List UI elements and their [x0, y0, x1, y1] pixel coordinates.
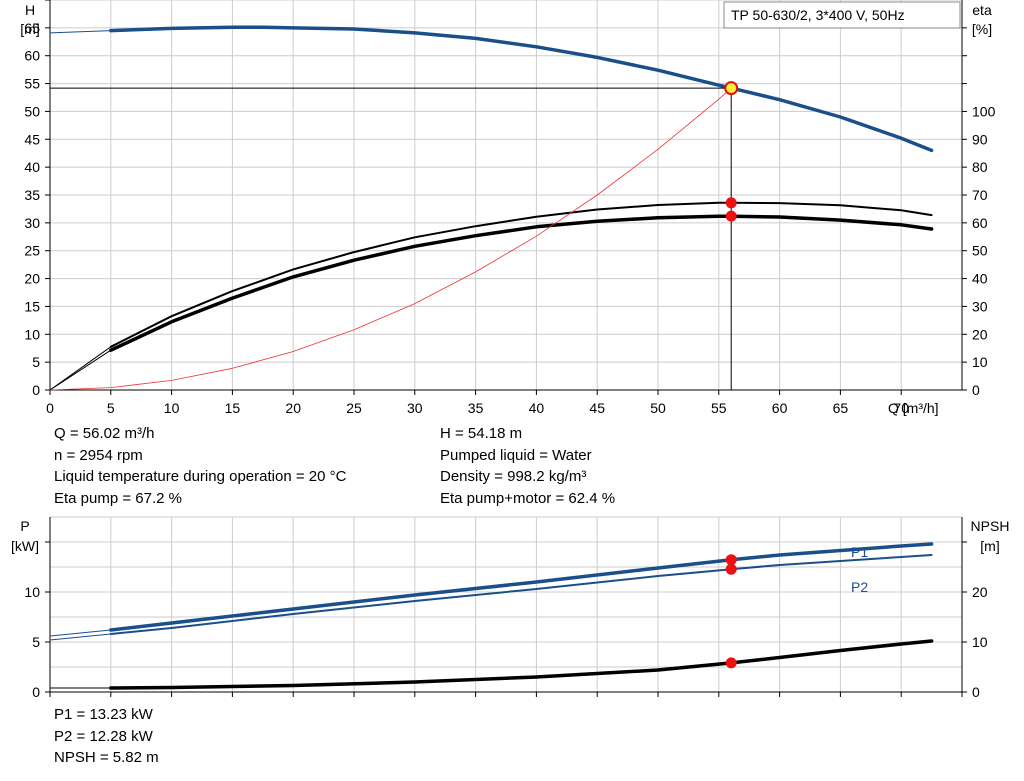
y-right-tick-label: 10 — [972, 354, 988, 370]
top-info-left: Q = 56.02 m³/h n = 2954 rpm Liquid tempe… — [54, 423, 346, 509]
info-q: Q = 56.02 m³/h — [54, 425, 155, 442]
x-tick-label: 65 — [833, 400, 849, 416]
y-left-axis-unit: [m] — [20, 21, 39, 37]
y-left-tick-label: 35 — [24, 187, 40, 203]
y-right-tick-label: 0 — [972, 382, 980, 398]
y-left-tick-label: 40 — [24, 159, 40, 175]
x-tick-label: 45 — [589, 400, 605, 416]
y-right-axis-unit: [%] — [972, 21, 992, 37]
info-eta-pump: Eta pump = 67.2 % — [54, 489, 182, 507]
eta-pump-motor-curve — [109, 214, 934, 352]
x-tick-label: 60 — [772, 400, 788, 416]
head-curve — [109, 25, 934, 153]
system-curve — [49, 87, 732, 391]
y-left-axis-title: H — [25, 2, 35, 18]
x-tick-label: 5 — [107, 400, 115, 416]
npsh-axis-title: NPSH — [971, 518, 1010, 534]
duty-point-p2-marker — [725, 563, 737, 575]
duty-point-eta-pump-motor-marker — [725, 210, 737, 222]
y-left-tick-label: 25 — [24, 243, 40, 259]
chart-axes — [45, 0, 967, 697]
npsh-axis-unit: [m] — [980, 538, 999, 554]
duty-point-markers — [724, 81, 739, 669]
p1-series-label: P1 — [851, 544, 868, 560]
info-pumped-liquid: Pumped liquid = Water — [440, 446, 592, 464]
p-axis-unit: [kW] — [11, 538, 39, 554]
x-tick-label: 0 — [46, 400, 54, 416]
y-left-tick-label: 20 — [24, 271, 40, 287]
chart-curves — [49, 25, 934, 690]
bottom-chart-grid — [49, 516, 963, 693]
chart-title-box — [723, 1, 961, 29]
top-info-right: H = 54.18 m Pumped liquid = Water Densit… — [440, 423, 615, 509]
p2-curve-extension — [49, 633, 112, 641]
y-right-tick-label: 90 — [972, 131, 988, 147]
x-tick-label: 50 — [650, 400, 666, 416]
x-tick-label: 20 — [285, 400, 301, 416]
x-tick-label: 35 — [468, 400, 484, 416]
y-left-tick-label: 55 — [24, 76, 40, 92]
y-right-axis-title: eta — [972, 2, 992, 18]
p1-curve — [109, 542, 934, 632]
top-chart-grid — [49, 0, 963, 391]
x-tick-label: 15 — [225, 400, 241, 416]
bottom-info: P1 = 13.23 kW P2 = 12.28 kW NPSH = 5.82 … — [54, 704, 159, 769]
info-speed: n = 2954 rpm — [54, 446, 143, 464]
chart-title: TP 50-630/2, 3*400 V, 50Hz — [731, 7, 905, 23]
duty-point-npsh-marker — [725, 657, 737, 669]
y-left-tick-label: 30 — [24, 215, 40, 231]
npsh-tick-label: 0 — [972, 684, 980, 700]
x-tick-label: 70 — [893, 400, 909, 416]
p-tick-label: 10 — [24, 584, 40, 600]
eta-pump-motor-curve-extension — [49, 349, 112, 391]
y-right-tick-label: 40 — [972, 271, 988, 287]
y-right-tick-label: 60 — [972, 215, 988, 231]
y-left-tick-label: 0 — [32, 382, 40, 398]
duty-point-eta-pump-marker — [725, 197, 737, 209]
y-right-tick-label: 30 — [972, 298, 988, 314]
x-tick-label: 55 — [711, 400, 727, 416]
y-left-tick-label: 15 — [24, 298, 40, 314]
y-left-tick-label: 5 — [32, 354, 40, 370]
info-density: Density = 998.2 kg/m³ — [440, 468, 587, 485]
p2-series-label: P2 — [851, 579, 868, 595]
y-right-tick-label: 100 — [972, 103, 996, 119]
p-tick-label: 5 — [32, 634, 40, 650]
x-tick-label: 40 — [529, 400, 545, 416]
npsh-curve — [109, 639, 934, 690]
info-head: H = 54.18 m — [440, 425, 523, 442]
p1-curve-extension — [49, 629, 112, 637]
y-left-tick-label: 45 — [24, 131, 40, 147]
y-right-tick-label: 80 — [972, 159, 988, 175]
npsh-tick-label: 20 — [972, 584, 988, 600]
x-tick-label: 25 — [346, 400, 362, 416]
duty-point-p1-marker — [725, 554, 737, 566]
p2-curve — [109, 554, 933, 635]
y-left-tick-label: 10 — [24, 326, 40, 342]
head-curve-extension — [49, 30, 112, 34]
info-npsh: NPSH = 5.82 m — [54, 749, 159, 766]
info-p2: P2 = 12.28 kW — [54, 727, 153, 745]
p-tick-label: 0 — [32, 684, 40, 700]
y-left-tick-label: 60 — [24, 48, 40, 64]
p-axis-title: P — [20, 518, 29, 534]
info-p1: P1 = 13.23 kW — [54, 706, 153, 723]
y-left-tick-label: 50 — [24, 103, 40, 119]
info-eta-pump-motor: Eta pump+motor = 62.4 % — [440, 489, 616, 507]
x-tick-label: 30 — [407, 400, 423, 416]
x-tick-label: 10 — [164, 400, 180, 416]
npsh-tick-label: 10 — [972, 634, 988, 650]
duty-point-head-marker — [724, 81, 739, 96]
eta-pump-curve — [109, 201, 933, 348]
x-axis-title: Q [m³/h] — [888, 400, 939, 416]
y-right-tick-label: 70 — [972, 187, 988, 203]
y-right-tick-label: 50 — [972, 243, 988, 259]
y-right-tick-label: 20 — [972, 326, 988, 342]
info-liquid-temp: Liquid temperature during operation = 20… — [54, 468, 347, 485]
y-left-tick-label: 65 — [24, 20, 40, 36]
chart-labels: 0 5 10 15 20 25 30 35 40 45 50 55 60 65 70051015202530… — [11, 1, 1010, 700]
